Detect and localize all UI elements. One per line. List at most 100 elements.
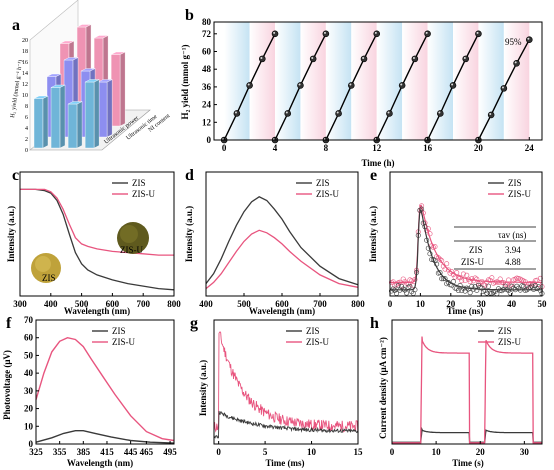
panel-e-point-zisu <box>400 276 406 282</box>
panel-e-table-row-zisu-name: ZIS-U <box>461 257 484 267</box>
panel-b-point-ball-icon <box>398 82 406 89</box>
panel-b-point-ball-icon <box>246 82 253 89</box>
panel-b-frame <box>213 21 543 141</box>
panel-b-point-highlight <box>234 111 237 114</box>
legend-label-zisu: ZIS-U <box>112 337 135 347</box>
x-tick-label: 0 <box>390 447 395 457</box>
panel-b-band-blue <box>224 22 250 140</box>
panel-b-bands <box>224 22 530 140</box>
x-tick-label: 20 <box>474 143 484 153</box>
panel-e-point-zisu <box>482 282 488 288</box>
panel-b-point-ball-icon <box>322 30 330 38</box>
x-tick-label: 500 <box>75 299 89 309</box>
panel-b-points <box>220 30 533 144</box>
panel-e-point-zis <box>506 287 512 293</box>
panel-a-bar-side <box>119 51 126 127</box>
panel-b-point-highlight <box>400 83 403 86</box>
panel-b-point <box>297 82 304 89</box>
panel-b-point <box>233 110 241 117</box>
panel-b-point-highlight <box>273 31 276 34</box>
y-tick-label: 12 <box>202 117 212 127</box>
panel-e-point-zis <box>487 290 493 296</box>
panel-g-x-axis-label: Time (ms) <box>265 458 304 468</box>
legend-label-zisu: ZIS-U <box>306 337 329 347</box>
panel-h-series-zisu <box>392 336 542 444</box>
panel-f-series-zis <box>35 430 175 444</box>
y-tick-label: 60 <box>202 47 212 57</box>
panel-a-bar-top <box>94 35 109 39</box>
panel-b-point-ball-icon <box>436 110 444 117</box>
panel-b-y-ticks: 0 12 24 36 48 60 72 80 <box>202 17 217 145</box>
panel-c-series-zis <box>20 188 175 291</box>
panel-e-frame <box>389 171 543 297</box>
panel-b-point-highlight <box>387 111 390 114</box>
x-tick-label: 400 <box>199 299 213 309</box>
panel-a-bar-front <box>33 98 44 149</box>
x-tick-label: 400 <box>44 299 58 309</box>
panel-b-point-ball-icon <box>525 36 533 44</box>
panel-g-series-zis <box>213 410 359 439</box>
panel-f-label: f <box>6 315 12 332</box>
panel-a-bars <box>33 24 126 149</box>
panel-e-point-zis <box>485 283 491 289</box>
panel-e-point-zisu <box>489 275 495 281</box>
panel-b-band-pink <box>402 22 428 140</box>
x-tick-label: 700 <box>313 299 327 309</box>
panel-b-point-ball-icon <box>335 110 342 117</box>
panel-b-point-ball-icon <box>360 55 368 63</box>
panel-b-point-highlight <box>463 56 466 59</box>
panel-e-point-zis <box>467 290 473 296</box>
panel-g-label: g <box>190 315 198 332</box>
panel-a-z-tick-label: 2 <box>25 137 28 143</box>
x-tick-label: 5 <box>263 447 268 457</box>
panel-e-point-zisu <box>427 231 433 237</box>
panel-b-point-highlight <box>349 83 352 86</box>
panel-a-z-tick-label: 20 <box>22 38 28 44</box>
panel-a-z-tick-label: 18 <box>22 49 28 55</box>
x-tick-label: 24 <box>525 143 535 153</box>
panel-b-point-ball-icon <box>424 30 431 38</box>
panel-h-y-axis-label: Current density (μA cm⁻²) <box>378 337 388 439</box>
panel-b-point-ball-icon <box>411 55 419 63</box>
panel-g-frame <box>213 319 359 445</box>
panel-e-point-zisu <box>402 279 408 285</box>
panel-b-point-ball-icon <box>475 30 482 38</box>
panel-e-label: e <box>370 167 377 184</box>
panel-b-band-pink <box>351 22 377 140</box>
panel-e-point-zis <box>444 281 450 287</box>
legend-label-zis: ZIS <box>508 178 522 188</box>
panel-b-point <box>525 36 533 44</box>
x-tick-label: 10 <box>416 299 426 309</box>
panel-a-bar-top <box>50 84 66 88</box>
panel-e-point-zis <box>437 270 443 276</box>
panel-b-point <box>271 30 279 38</box>
panel-b-point-highlight <box>323 31 326 34</box>
x-tick-label: 445 <box>124 447 138 457</box>
panel-e-point-zis <box>395 283 401 289</box>
x-tick-label: 15 <box>354 447 364 457</box>
x-tick-label: 40 <box>507 299 517 309</box>
panel-a-bar-top <box>33 95 49 99</box>
panel-a-bar-front <box>84 81 95 149</box>
panel-b-point-ball-icon <box>309 55 317 63</box>
x-tick-label: 300 <box>13 299 27 309</box>
panel-e-fit-zisu <box>390 204 542 283</box>
panel-b-band-blue <box>376 22 403 140</box>
panel-b-point <box>309 55 317 63</box>
panel-e-point-zisu <box>449 269 455 275</box>
panel-b-point-highlight <box>247 83 250 86</box>
x-tick-label: 800 <box>167 299 181 309</box>
panel-e-point-zisu <box>527 281 533 287</box>
y-tick-label: 30 <box>24 386 34 396</box>
panel-h-series-zis <box>392 426 542 443</box>
panel-a-z-tick-label: 8 <box>25 104 28 110</box>
x-tick-label: 800 <box>351 299 365 309</box>
panel-a-z-tick-label: 0 <box>25 148 28 154</box>
panel-b-band-blue <box>478 22 504 140</box>
panel-c-y-axis-label: Intensity (a.u.) <box>6 206 16 262</box>
panel-b-point-ball-icon <box>259 55 266 63</box>
panel-b-band-blue <box>275 22 301 140</box>
